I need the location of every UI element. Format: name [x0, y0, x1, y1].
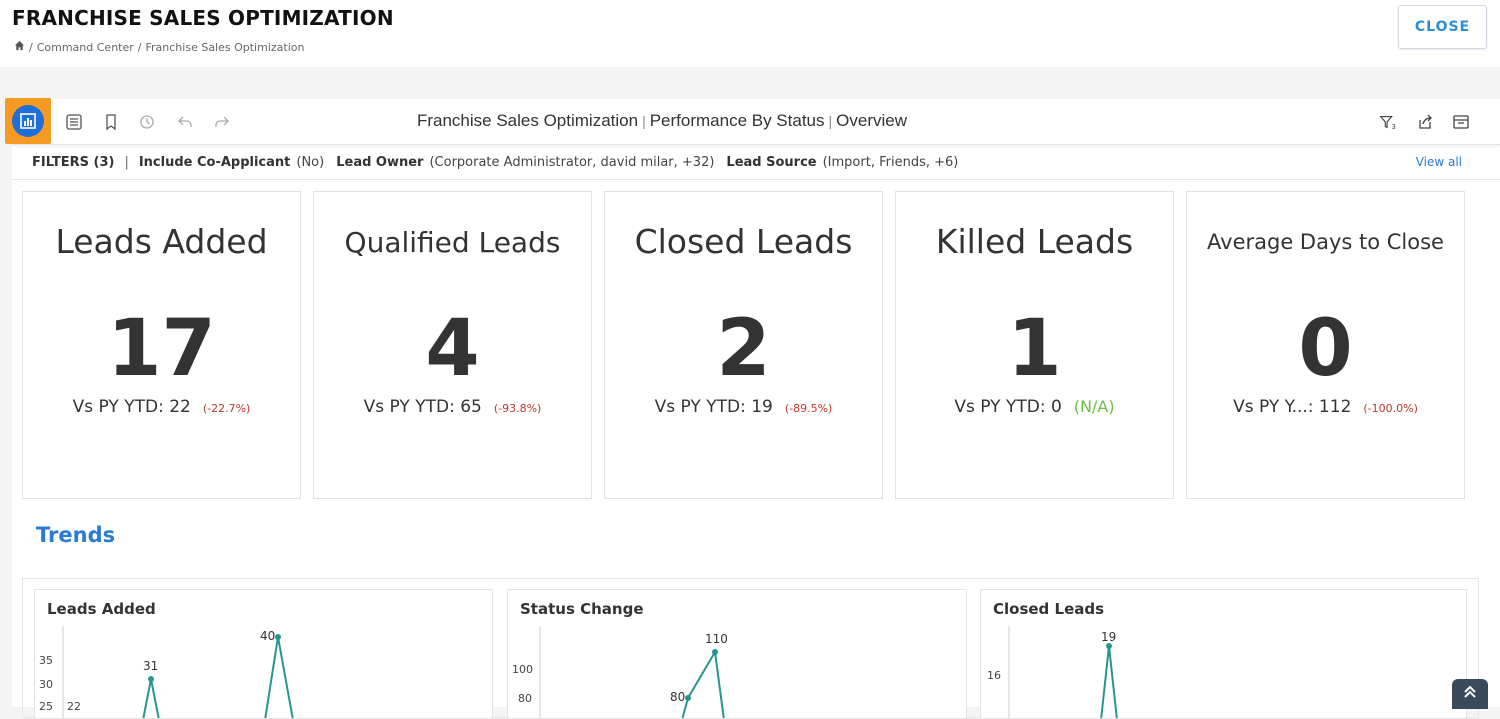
list-icon[interactable] — [64, 112, 84, 132]
scroll-up-icon — [1462, 684, 1478, 704]
tick-label: 35 — [39, 654, 53, 667]
kpi-comparison: Vs PY YTD: 65 — [363, 397, 482, 417]
data-label: 19 — [1101, 630, 1116, 644]
data-point — [712, 649, 718, 655]
trend-chart: 35 30 25 22 31 40 — [39, 626, 294, 718]
page-title: FRANCHISE SALES OPTIMIZATION — [12, 6, 394, 30]
kpi-title: Closed Leads — [634, 222, 853, 261]
tick-label: 16 — [987, 669, 1001, 682]
trend-card-title: Status Change — [520, 600, 644, 618]
page-header: FRANCHISE SALES OPTIMIZATION / Command C… — [0, 0, 1500, 67]
data-point — [148, 676, 154, 682]
breadcrumb: / Command Center / Franchise Sales Optim… — [14, 40, 304, 54]
kpi-value: 4 — [425, 304, 480, 394]
filters-label[interactable]: FILTERS (3) — [32, 154, 115, 170]
breadcrumb-current: Franchise Sales Optimization — [145, 40, 305, 54]
kpi-change: (-89.5%) — [784, 402, 833, 415]
view-all-link[interactable]: View all — [1415, 155, 1462, 169]
undo-icon[interactable] — [175, 112, 195, 132]
home-icon[interactable] — [14, 40, 25, 54]
kpi-title: Average Days to Close — [1207, 230, 1444, 254]
tick-label: 100 — [512, 663, 533, 676]
trend-card-title: Leads Added — [47, 600, 156, 618]
trend-card-title: Closed Leads — [993, 600, 1105, 618]
series-line — [142, 678, 160, 718]
kpi-card[interactable]: Average Days to Close 0 Vs PY Y...: 112 (… — [1186, 191, 1465, 499]
close-button[interactable]: CLOSE — [1398, 5, 1487, 49]
kpi-value: 2 — [716, 304, 771, 394]
dashboard-icon — [12, 105, 44, 137]
kpi-title: Killed Leads — [935, 222, 1134, 261]
dashboard-panel: Franchise Sales Optimization | Performance… — [5, 98, 1500, 719]
kpi-change: (N/A) — [1073, 397, 1115, 416]
data-label: 31 — [143, 659, 158, 673]
trend-card-closed-leads[interactable]: Closed Leads 16 19 — [980, 589, 1467, 719]
tick-label: 80 — [518, 692, 532, 705]
data-point — [1106, 643, 1112, 649]
kpi-comparison: Vs PY YTD: 22 — [72, 397, 191, 417]
filter-name[interactable]: Lead Source — [726, 154, 817, 170]
dashboard-switcher-button[interactable] — [5, 98, 51, 144]
scroll-up-button[interactable] — [1452, 679, 1488, 709]
kpi-card[interactable]: Closed Leads 2 Vs PY YTD: 19 (-89.5%) — [604, 191, 883, 499]
data-label: 40 — [260, 629, 275, 643]
bookmark-icon[interactable] — [101, 112, 121, 132]
data-point — [275, 634, 281, 640]
kpi-value: 17 — [107, 304, 216, 394]
kpi-comparison: Vs PY YTD: 0 — [954, 397, 1062, 417]
kpi-title: Qualified Leads — [344, 226, 561, 259]
series-line — [1100, 645, 1118, 718]
trend-card-leads-added[interactable]: Leads Added 35 30 25 22 31 40 — [34, 589, 493, 719]
kpi-title: Leads Added — [55, 222, 268, 261]
data-point — [685, 695, 691, 701]
share-icon[interactable] — [1415, 112, 1435, 132]
kpi-change: (-100.0%) — [1363, 402, 1418, 415]
kpi-card[interactable]: Killed Leads 1 Vs PY YTD: 0 (N/A) — [895, 191, 1174, 499]
calendar-icon[interactable] — [1451, 112, 1471, 132]
breadcrumb-command-center[interactable]: Command Center — [36, 40, 134, 54]
filter-icon[interactable]: 3 — [1378, 112, 1398, 132]
kpi-comparison: Vs PY YTD: 19 — [654, 397, 773, 417]
redo-icon[interactable] — [212, 112, 232, 132]
report-title: Franchise Sales Optimization | Performance… — [416, 111, 908, 130]
history-icon[interactable] — [137, 112, 157, 132]
trend-chart: 100 80 80 110 — [512, 626, 728, 718]
trends-heading: Trends — [36, 523, 116, 547]
kpi-value: 1 — [1007, 304, 1062, 394]
filter-bar: FILTERS (3) | Include Co-Applicant (No) L… — [12, 145, 1500, 180]
trend-chart: 16 19 — [987, 626, 1118, 718]
filter-name[interactable]: Include Co-Applicant — [138, 154, 291, 170]
series-line — [681, 648, 725, 718]
filter-name[interactable]: Lead Owner — [336, 154, 424, 170]
kpi-change: (-93.8%) — [493, 402, 542, 415]
kpi-comparison: Vs PY Y...: 112 — [1233, 397, 1352, 417]
kpi-card[interactable]: Qualified Leads 4 Vs PY YTD: 65 (-93.8%) — [313, 191, 592, 499]
svg-text:3: 3 — [1392, 122, 1396, 131]
kpi-card[interactable]: Leads Added 17 Vs PY YTD: 22 (-22.7%) — [22, 191, 301, 499]
kpi-value: 0 — [1298, 304, 1353, 394]
data-label: 80 — [670, 690, 685, 704]
toolbar: Franchise Sales Optimization | Performance… — [5, 98, 1500, 145]
data-label: 110 — [705, 632, 728, 646]
kpi-change: (-22.7%) — [202, 402, 251, 415]
trend-card-status-change[interactable]: Status Change 100 80 80 110 — [507, 589, 967, 719]
tick-label: 30 — [39, 678, 53, 691]
